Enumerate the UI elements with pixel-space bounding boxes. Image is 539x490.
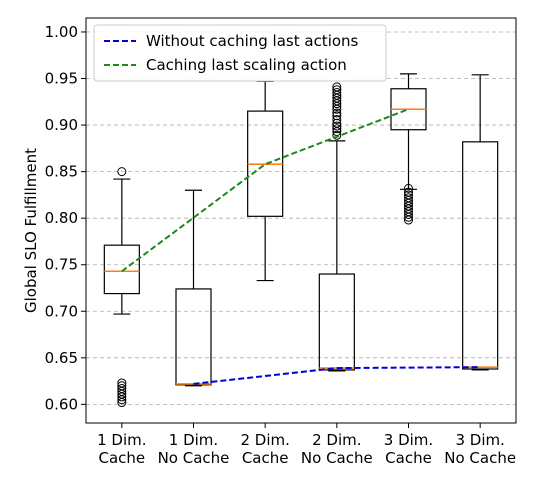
box-6 [462,74,499,371]
series-line-2 [121,108,409,273]
x-tick-label: 3 Dim. [455,431,504,449]
x-tick-label: 1 Dim. [97,431,146,449]
trend-lines [121,108,481,385]
x-tick-label: Cache [385,449,432,467]
plot-frame [85,17,517,424]
box-iqr [462,141,499,370]
y-tick-label: 0.65 [45,349,78,367]
grid-lines [86,31,516,405]
x-tick-label: No Cache [444,449,516,467]
outlier-point [117,392,127,402]
boxes [103,73,499,408]
y-axis-label: Global SLO Fulfillment [22,148,40,313]
outlier-point [332,85,342,95]
outlier-point [332,87,342,97]
legend-label: Caching last scaling action [146,56,347,74]
outlier-point [332,121,342,131]
series-line-1 [193,366,481,385]
box-iqr [175,288,212,386]
box-5 [390,73,427,225]
legend: Without caching last actions Caching last… [93,24,387,82]
x-tick-label: 2 Dim. [312,431,361,449]
outlier-point [117,395,127,405]
box-4 [318,82,355,372]
box-3 [247,80,284,282]
y-tick-label: 1.00 [45,23,78,41]
y-tick-label: 0.85 [45,163,78,181]
outlier-point [332,108,342,118]
box-iqr [103,244,140,295]
y-tick-label: 0.95 [45,70,78,88]
outlier-point [404,215,413,225]
outlier-point [332,124,342,134]
x-tick-label: 1 Dim. [169,431,218,449]
outlier-point [332,130,342,140]
y-tick-label: 0.75 [45,256,78,274]
box-1 [103,167,140,408]
y-tick-label: 0.70 [45,302,78,320]
outlier-point [404,212,413,222]
x-tick-label: 2 Dim. [240,431,289,449]
outlier-point [332,118,342,128]
box-iqr [318,273,355,371]
outlier-point [404,183,413,193]
y-tick-label: 0.80 [45,209,78,227]
outlier-point [332,82,342,92]
y-tick-label: 0.60 [45,395,78,413]
outlier-point [117,167,127,177]
legend-box [93,24,387,82]
legend-label: Without caching last actions [146,32,359,50]
y-tick-label: 0.90 [45,116,78,134]
y-axis-ticks: 0.60 0.65 0.70 0.75 0.80 0.85 0.90 0.95 1.00 [45,23,86,413]
x-tick-label: Cache [242,449,289,467]
outlier-point [332,111,342,121]
outlier-point [117,398,127,408]
x-tick-label: 3 Dim. [384,431,433,449]
x-tick-label: No Cache [158,449,230,467]
outlier-point [332,114,342,124]
outlier-point [404,209,413,219]
x-tick-label: Cache [99,449,146,467]
x-tick-label: No Cache [301,449,373,467]
box-2 [175,189,212,387]
